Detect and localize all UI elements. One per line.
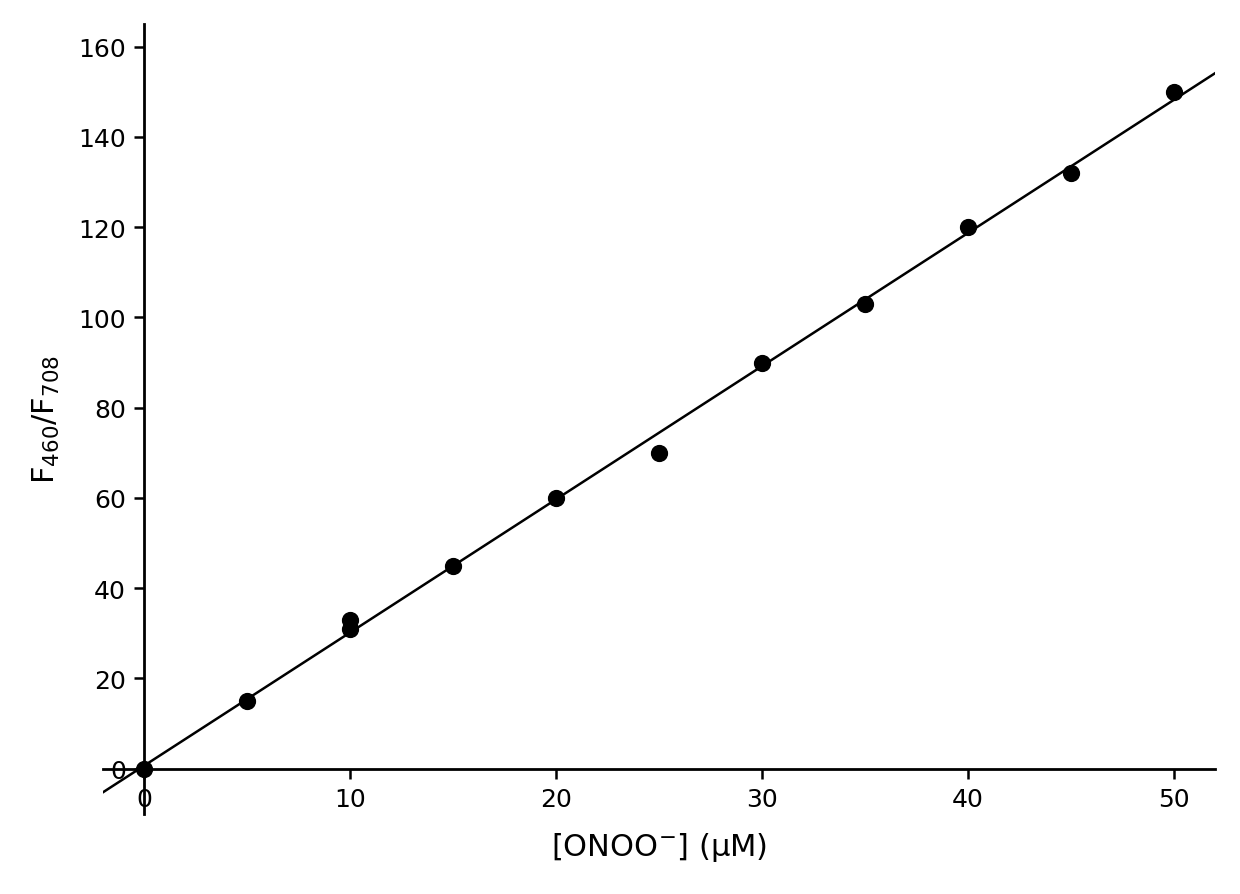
Point (134, 762, 154, 776)
Point (1061, 166, 1081, 181)
Point (546, 491, 565, 505)
Point (1164, 86, 1184, 100)
Point (237, 694, 257, 708)
Y-axis label: F$_{460}$/F$_{708}$: F$_{460}$/F$_{708}$ (31, 355, 62, 484)
Point (959, 221, 978, 235)
X-axis label: [ONOO$^{-}$] (μM): [ONOO$^{-}$] (μM) (551, 831, 768, 864)
Point (340, 622, 360, 637)
Point (856, 298, 875, 312)
Point (751, 356, 771, 370)
Point (340, 613, 360, 628)
Point (649, 446, 668, 460)
Point (443, 559, 463, 573)
